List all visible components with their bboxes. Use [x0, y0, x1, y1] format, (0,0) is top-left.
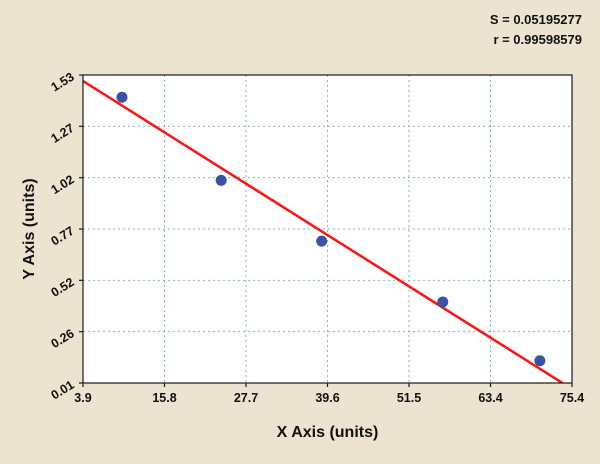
data-point	[534, 355, 546, 367]
y-tick-label: 1.27	[49, 121, 77, 146]
data-point	[116, 91, 128, 103]
y-tick-label: 0.01	[49, 378, 77, 403]
correlation-label: r = 0.99598579	[493, 32, 582, 47]
tick-marks	[79, 74, 573, 387]
x-tick-label: 75.4	[560, 391, 584, 405]
data-point	[215, 174, 227, 186]
y-tick-label: 0.77	[49, 224, 77, 249]
x-tick-label: 51.5	[397, 391, 421, 405]
y-tick-label: 1.53	[49, 70, 77, 95]
data-point	[437, 296, 449, 308]
fit-statistics: S = 0.05195277 r = 0.99598579	[490, 10, 582, 50]
x-axis-title: X Axis (units)	[276, 424, 379, 441]
data-points	[116, 91, 546, 367]
regression-line	[83, 79, 565, 383]
gridlines	[83, 75, 572, 383]
std-error-label: S = 0.05195277	[489, 12, 582, 27]
y-tick-label: 1.02	[49, 172, 77, 197]
x-tick-label: 15.8	[152, 391, 176, 405]
x-tick-label: 39.6	[315, 391, 339, 405]
x-tick-label: 27.7	[234, 391, 258, 405]
data-point	[316, 235, 328, 247]
y-tick-label: 0.26	[49, 326, 77, 351]
x-tick-label: 63.4	[478, 391, 502, 405]
x-tick-label: 3.9	[74, 391, 91, 405]
y-tick-label: 0.52	[49, 275, 77, 300]
y-axis-title: Y Axis (units)	[21, 178, 38, 280]
